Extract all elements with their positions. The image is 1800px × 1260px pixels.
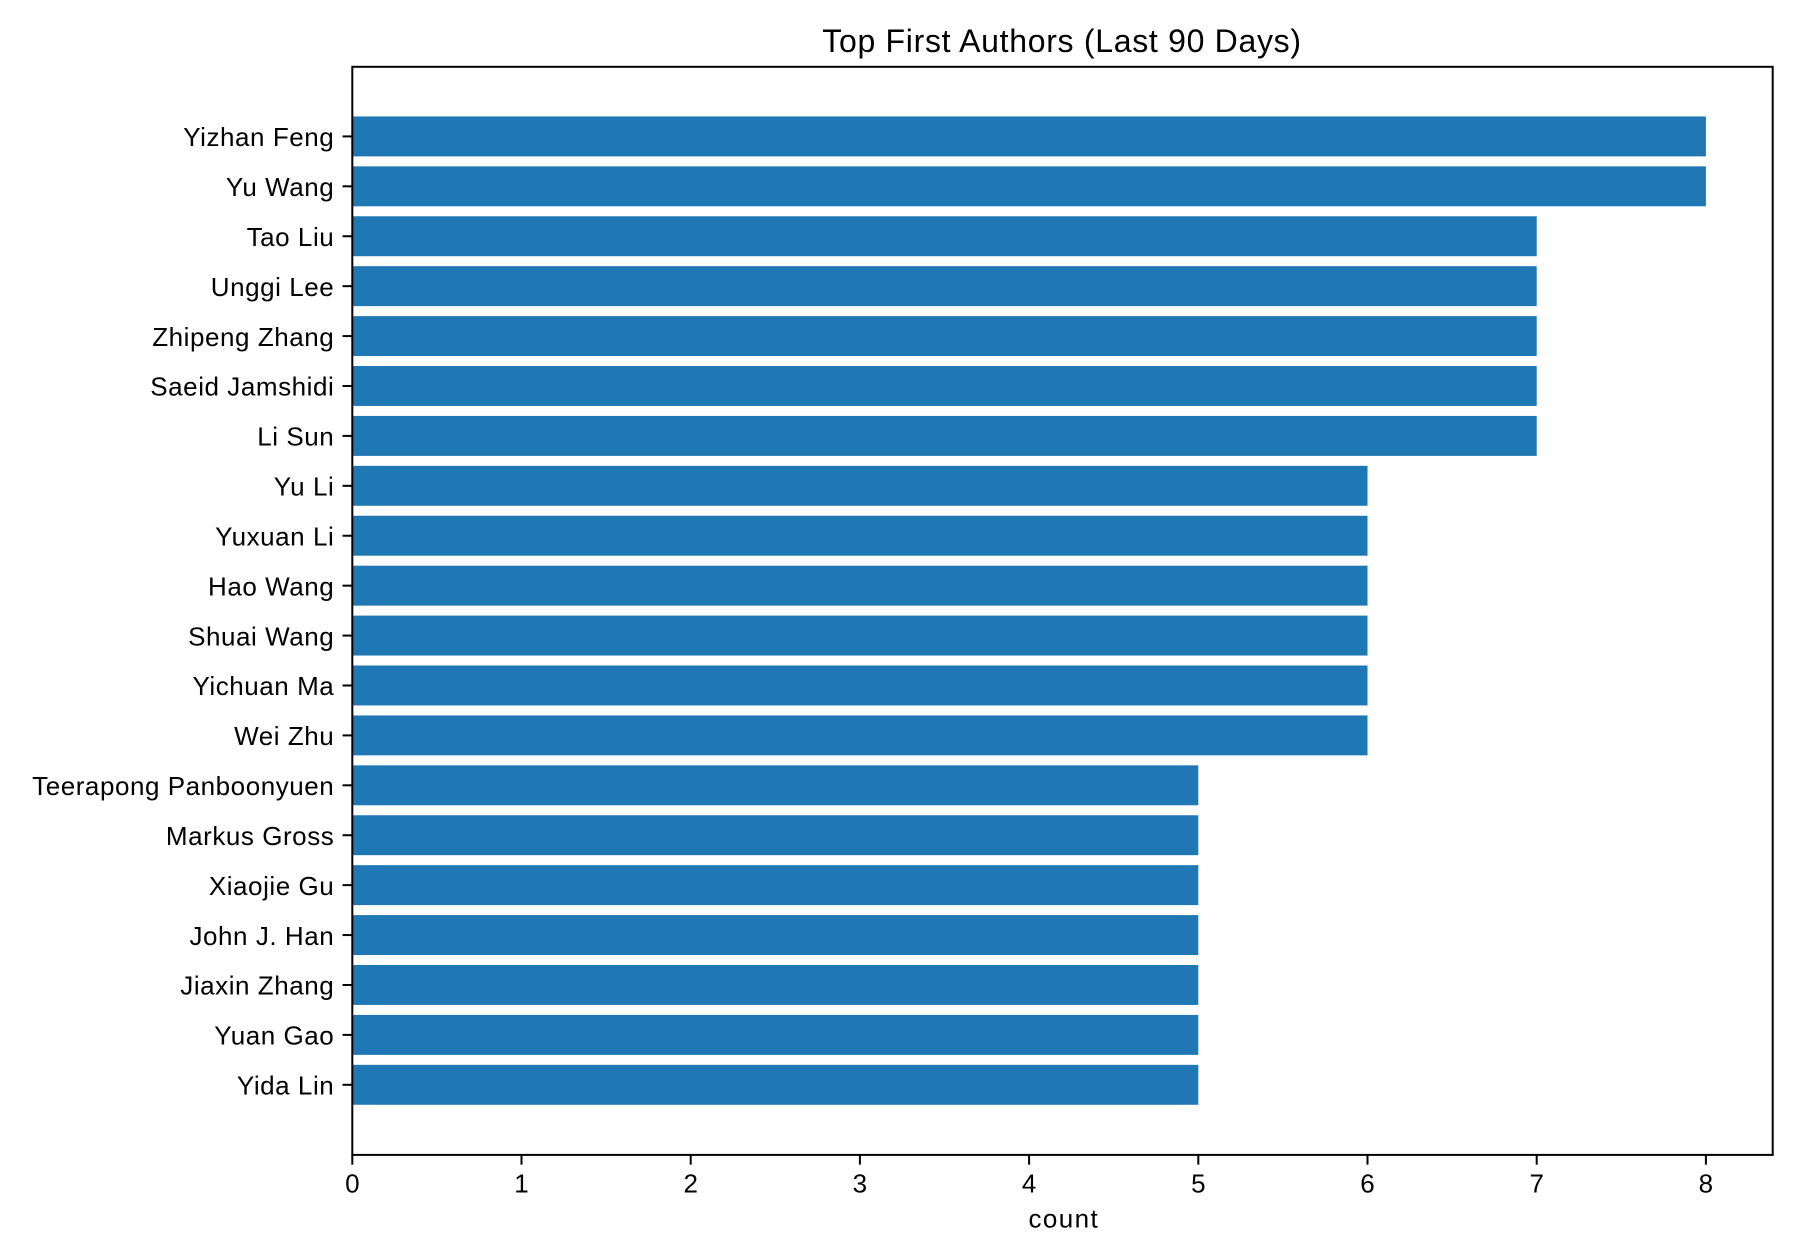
svg-text:Xiaojie Gu: Xiaojie Gu	[209, 871, 334, 901]
svg-text:Yu Wang: Yu Wang	[226, 172, 334, 202]
svg-text:Shuai Wang: Shuai Wang	[188, 621, 334, 651]
svg-text:Yichuan Ma: Yichuan Ma	[192, 671, 334, 701]
svg-text:Saeid Jamshidi: Saeid Jamshidi	[150, 372, 334, 402]
svg-text:0: 0	[345, 1168, 359, 1198]
svg-text:2: 2	[683, 1168, 697, 1198]
svg-text:Markus Gross: Markus Gross	[166, 821, 334, 851]
svg-text:Yizhan Feng: Yizhan Feng	[183, 122, 334, 152]
svg-text:1: 1	[514, 1168, 528, 1198]
svg-text:8: 8	[1699, 1168, 1713, 1198]
svg-text:Hao Wang: Hao Wang	[208, 571, 334, 601]
svg-text:Yida Lin: Yida Lin	[237, 1071, 334, 1101]
svg-text:Wei Zhu: Wei Zhu	[234, 721, 334, 751]
svg-text:5: 5	[1191, 1168, 1205, 1198]
svg-text:Teerapong Panboonyuen: Teerapong Panboonyuen	[32, 771, 334, 801]
svg-text:Unggi Lee: Unggi Lee	[211, 272, 335, 302]
svg-text:John J. Han: John J. Han	[189, 921, 334, 951]
svg-text:4: 4	[1022, 1168, 1036, 1198]
svg-text:count: count	[1028, 1204, 1099, 1234]
svg-text:Li Sun: Li Sun	[257, 422, 334, 452]
svg-text:Top First Authors (Last 90 Day: Top First Authors (Last 90 Days)	[822, 23, 1301, 59]
svg-text:Yuan Gao: Yuan Gao	[214, 1021, 334, 1051]
svg-text:6: 6	[1360, 1168, 1374, 1198]
svg-text:Zhipeng Zhang: Zhipeng Zhang	[152, 322, 334, 352]
svg-text:Jiaxin Zhang: Jiaxin Zhang	[180, 971, 334, 1001]
svg-text:7: 7	[1529, 1168, 1543, 1198]
svg-text:3: 3	[853, 1168, 867, 1198]
svg-text:Yuxuan Li: Yuxuan Li	[215, 521, 334, 551]
svg-text:Yu Li: Yu Li	[274, 472, 335, 502]
svg-text:Tao Liu: Tao Liu	[247, 222, 335, 252]
